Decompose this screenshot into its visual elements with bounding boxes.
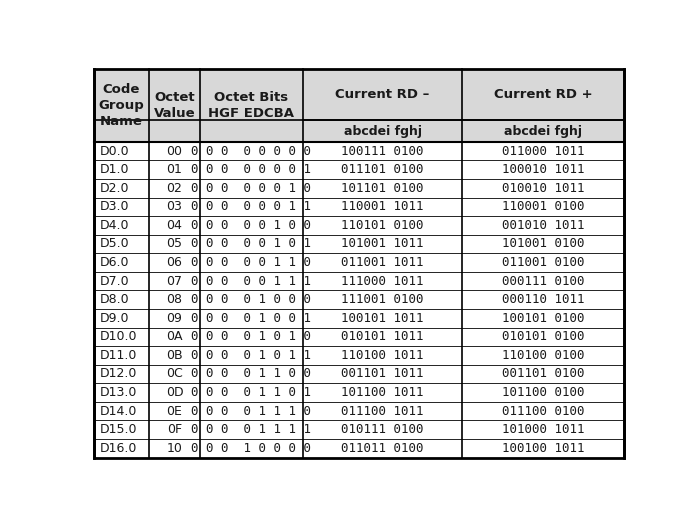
Text: 101101 0100: 101101 0100 <box>342 182 424 195</box>
Text: Current RD +: Current RD + <box>494 88 592 101</box>
Text: 06: 06 <box>167 256 183 269</box>
Text: 101001 0100: 101001 0100 <box>502 238 584 251</box>
Text: 110100 1011: 110100 1011 <box>342 349 424 362</box>
Text: 0 0 0  0 1 1 0 0: 0 0 0 0 1 1 0 0 <box>191 367 312 380</box>
Text: 04: 04 <box>167 219 183 232</box>
Text: D2.0: D2.0 <box>100 182 130 195</box>
Text: 110001 1011: 110001 1011 <box>342 201 424 213</box>
Text: 001101 1011: 001101 1011 <box>342 367 424 380</box>
Text: 010101 0100: 010101 0100 <box>502 330 584 343</box>
Text: D7.0: D7.0 <box>100 275 130 288</box>
Text: 010010 1011: 010010 1011 <box>502 182 584 195</box>
Text: 110101 0100: 110101 0100 <box>342 219 424 232</box>
Text: 101100 1011: 101100 1011 <box>342 386 424 399</box>
Text: 0B: 0B <box>166 349 183 362</box>
Text: 100101 0100: 100101 0100 <box>502 312 584 325</box>
Text: 07: 07 <box>167 275 183 288</box>
Text: D12.0: D12.0 <box>100 367 137 380</box>
Text: 0 0 0  0 0 1 0 0: 0 0 0 0 0 1 0 0 <box>191 219 312 232</box>
Text: D9.0: D9.0 <box>100 312 130 325</box>
Text: D3.0: D3.0 <box>100 201 130 213</box>
Text: 0 0 0  0 1 0 0 0: 0 0 0 0 1 0 0 0 <box>191 293 312 306</box>
Text: 101000 1011: 101000 1011 <box>502 423 584 436</box>
Text: 100101 1011: 100101 1011 <box>342 312 424 325</box>
Text: abcdei fghj: abcdei fghj <box>504 125 582 138</box>
Text: 100111 0100: 100111 0100 <box>342 145 424 158</box>
Bar <box>94 69 624 142</box>
Text: 111000 1011: 111000 1011 <box>342 275 424 288</box>
Text: 0 0 0  0 0 1 1 0: 0 0 0 0 0 1 1 0 <box>191 256 312 269</box>
Text: 0 0 0  0 1 1 1 0: 0 0 0 0 1 1 1 0 <box>191 405 312 418</box>
Text: 010111 0100: 010111 0100 <box>342 423 424 436</box>
Text: 011011 0100: 011011 0100 <box>342 442 424 455</box>
Text: D16.0: D16.0 <box>100 442 137 455</box>
Text: 0 0 0  1 0 0 0 0: 0 0 0 1 0 0 0 0 <box>191 442 312 455</box>
Text: 110001 0100: 110001 0100 <box>502 201 584 213</box>
Text: 001010 1011: 001010 1011 <box>502 219 584 232</box>
Text: D6.0: D6.0 <box>100 256 130 269</box>
Text: 011101 0100: 011101 0100 <box>342 163 424 176</box>
Text: D11.0: D11.0 <box>100 349 137 362</box>
Text: 011001 1011: 011001 1011 <box>342 256 424 269</box>
Text: Octet Bits
HGF EDCBA: Octet Bits HGF EDCBA <box>209 91 295 120</box>
Text: 011100 0100: 011100 0100 <box>502 405 584 418</box>
Text: 0 0 0  0 0 0 1 0: 0 0 0 0 0 0 1 0 <box>191 182 312 195</box>
Text: D5.0: D5.0 <box>100 238 130 251</box>
Text: Current RD –: Current RD – <box>335 88 430 101</box>
Text: Octet
Value: Octet Value <box>154 91 195 120</box>
Text: 011001 0100: 011001 0100 <box>502 256 584 269</box>
Text: D0.0: D0.0 <box>100 145 130 158</box>
Text: 0 0 0  0 1 0 1 0: 0 0 0 0 1 0 1 0 <box>191 330 312 343</box>
Text: 00: 00 <box>167 145 183 158</box>
Text: 0A: 0A <box>167 330 183 343</box>
Text: 0D: 0D <box>166 386 183 399</box>
Text: 0F: 0F <box>167 423 182 436</box>
Text: 101001 1011: 101001 1011 <box>342 238 424 251</box>
Text: 0 0 0  0 0 0 0 0: 0 0 0 0 0 0 0 0 <box>191 145 312 158</box>
Text: 08: 08 <box>167 293 183 306</box>
Text: 0 0 0  0 1 0 1 1: 0 0 0 0 1 0 1 1 <box>191 349 312 362</box>
Text: 09: 09 <box>167 312 183 325</box>
Text: 05: 05 <box>167 238 183 251</box>
Text: 0 0 0  0 1 1 0 1: 0 0 0 0 1 1 0 1 <box>191 386 312 399</box>
Text: 0 0 0  0 0 1 1 1: 0 0 0 0 0 1 1 1 <box>191 275 312 288</box>
Text: 0 0 0  0 0 1 0 1: 0 0 0 0 0 1 0 1 <box>191 238 312 251</box>
Text: 011100 1011: 011100 1011 <box>342 405 424 418</box>
Text: 0C: 0C <box>166 367 183 380</box>
Text: 10: 10 <box>167 442 183 455</box>
Text: 0 0 0  0 1 1 1 1: 0 0 0 0 1 1 1 1 <box>191 423 312 436</box>
Text: D8.0: D8.0 <box>100 293 130 306</box>
Text: 0 0 0  0 0 0 1 1: 0 0 0 0 0 0 1 1 <box>191 201 312 213</box>
Text: 01: 01 <box>167 163 183 176</box>
Text: 000110 1011: 000110 1011 <box>502 293 584 306</box>
Text: D13.0: D13.0 <box>100 386 137 399</box>
Text: 000111 0100: 000111 0100 <box>502 275 584 288</box>
Text: 03: 03 <box>167 201 183 213</box>
Text: D15.0: D15.0 <box>100 423 137 436</box>
Text: 0E: 0E <box>167 405 183 418</box>
Text: 001101 0100: 001101 0100 <box>502 367 584 380</box>
Text: 0 0 0  0 0 0 0 1: 0 0 0 0 0 0 0 1 <box>191 163 312 176</box>
Text: abcdei fghj: abcdei fghj <box>344 125 421 138</box>
Text: D10.0: D10.0 <box>100 330 137 343</box>
Text: 101100 0100: 101100 0100 <box>502 386 584 399</box>
Text: 111001 0100: 111001 0100 <box>342 293 424 306</box>
Text: 100010 1011: 100010 1011 <box>502 163 584 176</box>
Text: 02: 02 <box>167 182 183 195</box>
Text: 0 0 0  0 1 0 0 1: 0 0 0 0 1 0 0 1 <box>191 312 312 325</box>
Text: D1.0: D1.0 <box>100 163 130 176</box>
Text: D4.0: D4.0 <box>100 219 130 232</box>
Text: D14.0: D14.0 <box>100 405 137 418</box>
Text: 010101 1011: 010101 1011 <box>342 330 424 343</box>
Text: 100100 1011: 100100 1011 <box>502 442 584 455</box>
Text: 011000 1011: 011000 1011 <box>502 145 584 158</box>
Text: Code
Group
Name: Code Group Name <box>99 83 144 128</box>
Text: 110100 0100: 110100 0100 <box>502 349 584 362</box>
